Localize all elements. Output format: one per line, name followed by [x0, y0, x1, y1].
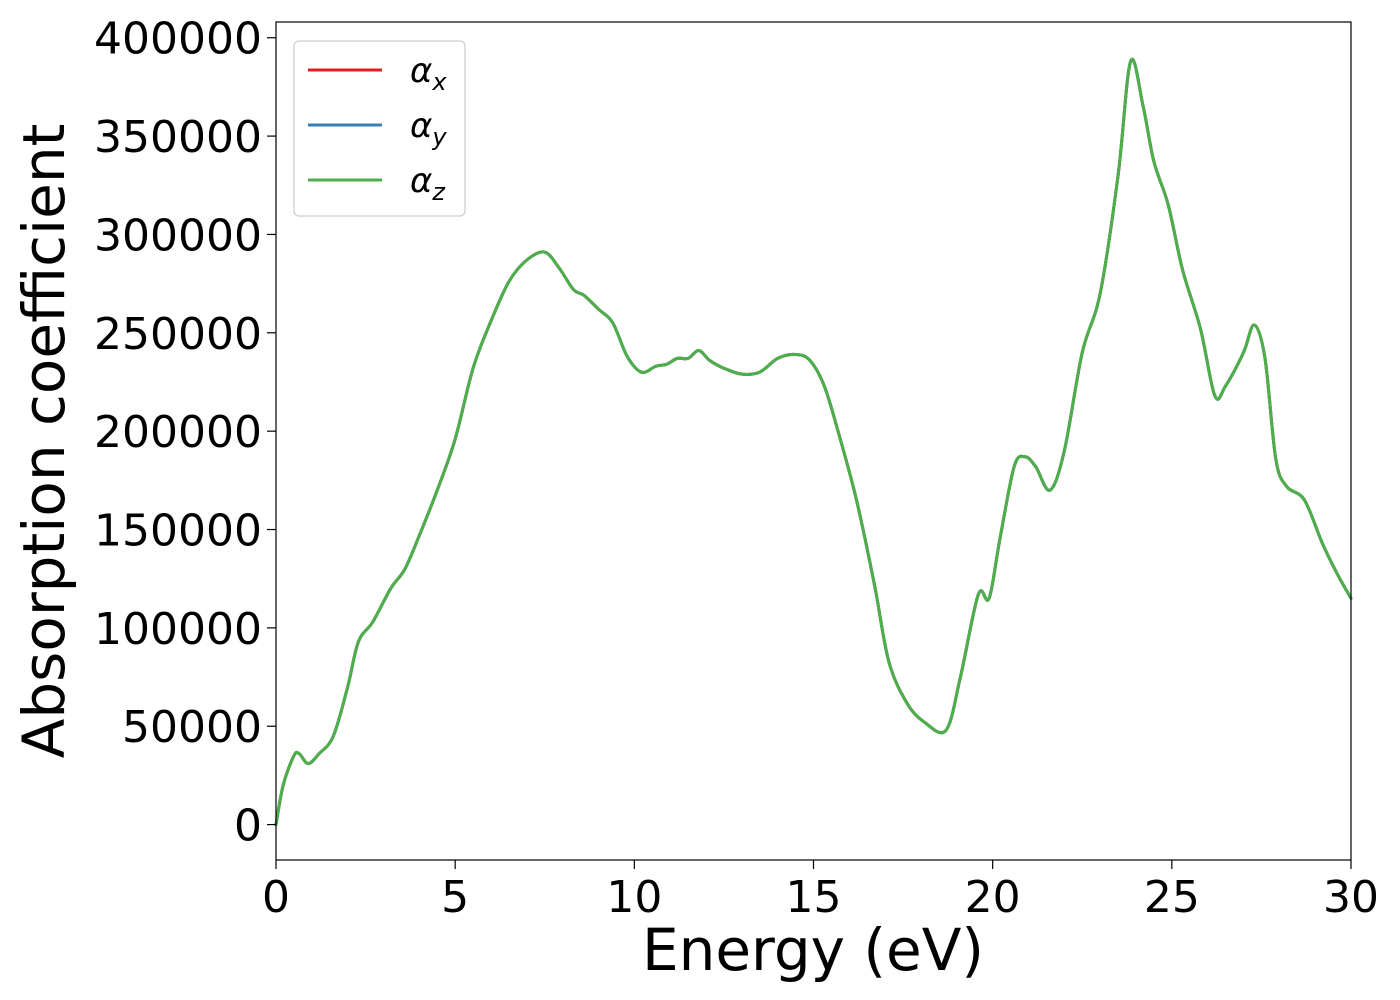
x-axis-title: Energy (eV): [642, 916, 984, 984]
legend-label: αy: [410, 106, 447, 151]
x-tick-label: 5: [441, 872, 469, 923]
y-tick-label: 400000: [94, 14, 262, 65]
legend: αx αy αz: [293, 40, 466, 217]
y-tick-label: 0: [234, 801, 262, 852]
y-tick-label: 150000: [94, 506, 262, 557]
legend-label: αz: [410, 161, 446, 206]
series-line-3: [274, 57, 1353, 827]
y-tick-label: 100000: [94, 604, 262, 655]
x-axis: 0 5 10 15 20 25 30: [262, 860, 1379, 923]
x-tick-label: 25: [1144, 872, 1200, 923]
x-tick-label: 20: [965, 872, 1021, 923]
series-layer: [274, 57, 1353, 827]
x-tick-label: 30: [1323, 872, 1379, 923]
x-tick-label: 15: [786, 872, 842, 923]
y-tick-label: 350000: [94, 112, 262, 163]
legend-box: [293, 40, 466, 217]
y-axis: 0 50000 100000 150000 200000 250000 300000 3500…: [94, 14, 276, 852]
y-tick-label: 250000: [94, 309, 262, 360]
x-tick-label: 0: [262, 872, 290, 923]
legend-label: αx: [410, 51, 447, 96]
y-axis-title: Absorption coefficient: [10, 124, 78, 759]
y-tick-label: 300000: [94, 210, 262, 261]
y-tick-label: 200000: [94, 407, 262, 458]
y-tick-label: 50000: [122, 702, 262, 753]
x-tick-label: 10: [606, 872, 662, 923]
